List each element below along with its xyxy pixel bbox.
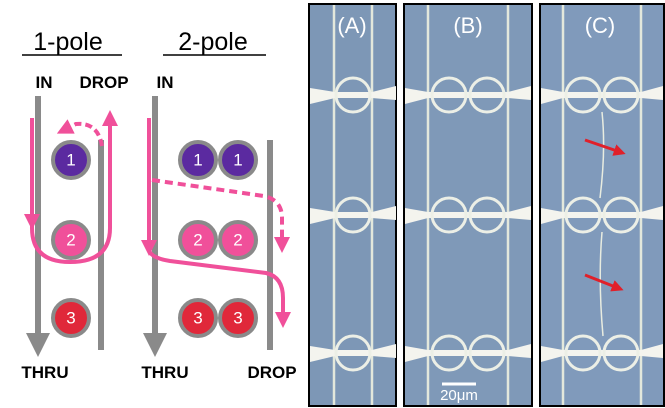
ring-label: 1 (193, 151, 202, 170)
ring-label: 2 (233, 231, 242, 250)
ring-label: 2 (66, 231, 75, 250)
title: 1-pole (33, 28, 103, 56)
ring-label: 3 (66, 309, 75, 328)
scale-label: 20μm (440, 387, 478, 404)
micrograph-a: (A) (309, 4, 396, 406)
title: 2-pole (178, 28, 248, 56)
one-pole-schematic: 1-pole IN DROP THRU 1 2 3 (21, 28, 128, 382)
panel (540, 4, 664, 406)
thru-label: THRU (141, 363, 188, 382)
drop-label: DROP (79, 73, 128, 92)
drop-label: DROP (247, 363, 296, 382)
signal-path (149, 180, 283, 320)
panel-label: (C) (585, 13, 616, 38)
in-label: IN (36, 73, 53, 92)
micrograph-b: (B) 20μm (404, 4, 532, 406)
ring-label: 1 (66, 151, 75, 170)
ring-label: 3 (193, 309, 202, 328)
micrograph-c: (C) (540, 4, 664, 406)
two-pole-schematic: 2-pole IN THRU DROP 1 1 2 2 3 3 (141, 28, 296, 382)
panel-label: (B) (453, 13, 482, 38)
panel (404, 4, 532, 406)
figure: 1-pole IN DROP THRU 1 2 3 2-pole IN THRU… (0, 0, 665, 408)
thru-label: THRU (21, 363, 68, 382)
panel (309, 4, 396, 406)
ring-label: 1 (233, 151, 242, 170)
ring-label: 3 (233, 309, 242, 328)
in-label: IN (157, 73, 174, 92)
ring-label: 2 (193, 231, 202, 250)
panel-label: (A) (337, 13, 366, 38)
